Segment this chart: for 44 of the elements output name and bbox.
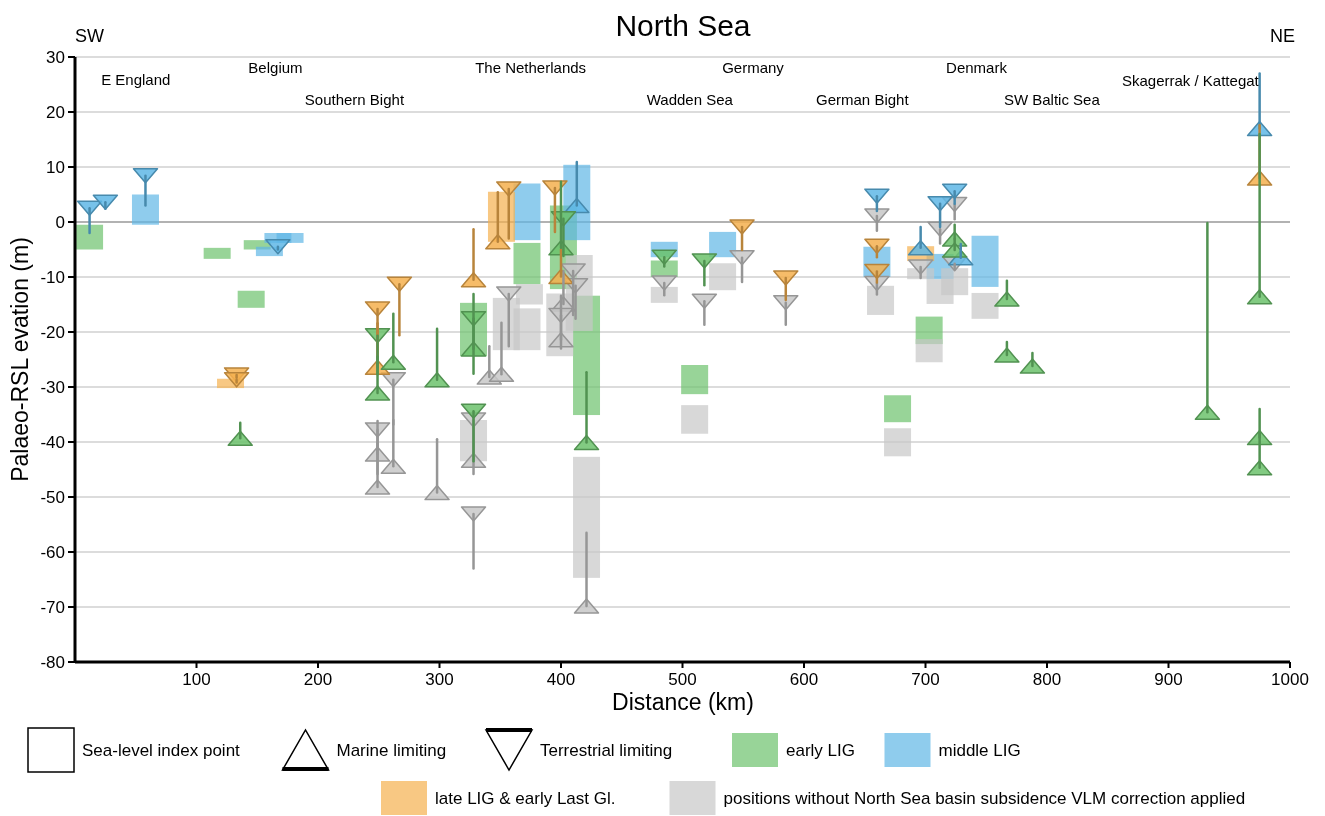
text: SW <box>75 26 105 46</box>
y-tick-label: 20 <box>46 102 65 122</box>
y-tick-label: 10 <box>46 157 65 177</box>
x-tick-label: 900 <box>1154 670 1183 689</box>
chart-title: North Sea <box>615 9 751 42</box>
x-axis-title: Distance (km) <box>612 689 754 715</box>
y-axis-title: Palaeo-RSL evation (m) <box>7 237 33 482</box>
legend-label: early LIG <box>786 740 855 760</box>
x-tick-label: 1000 <box>1271 670 1309 689</box>
legend-label: middle LIG <box>938 740 1021 760</box>
y-tick-label: -30 <box>40 377 65 397</box>
y-tick-label: -20 <box>40 322 65 342</box>
y-tick-label: -70 <box>40 597 65 617</box>
annotation: German Bight <box>816 91 910 109</box>
y-tick-label: 30 <box>46 47 65 67</box>
y-tick-label: -10 <box>40 267 65 287</box>
x-tick-label: 400 <box>546 670 576 689</box>
x-tick-label: 500 <box>668 670 697 689</box>
text: NE <box>1269 26 1295 46</box>
legend-label: positions without North Sea basin subsidence VLM correction applied <box>723 788 1246 808</box>
annotation: The Netherlands <box>475 59 587 77</box>
y-tick-label: -50 <box>40 487 65 507</box>
annotation: SW Baltic Sea <box>1003 91 1101 109</box>
annotation: Southern Bight <box>304 91 405 109</box>
x-tick-label: 600 <box>789 670 819 689</box>
text: Sea-level index point <box>82 740 241 760</box>
annotation: Germany <box>722 59 785 77</box>
annotation: Skagerrak / Kattegat <box>1121 72 1260 90</box>
text: Terrestrial limiting <box>540 740 673 760</box>
annotation: Belgium <box>248 59 303 77</box>
x-tick-label: 700 <box>911 670 940 689</box>
y-tick-label: -40 <box>40 432 65 452</box>
y-tick-label: 0 <box>55 212 65 232</box>
x-tick-label: 200 <box>303 670 333 689</box>
text: Marine limiting <box>336 740 447 760</box>
annotation: Wadden Sea <box>646 91 734 109</box>
x-tick-label: 300 <box>425 670 454 689</box>
annotation: E England <box>101 71 171 89</box>
annotation: Denmark <box>946 59 1008 77</box>
legend-label: late LIG & early Last Gl. <box>435 788 616 808</box>
x-tick-label: 800 <box>1032 670 1062 689</box>
y-tick-label: -60 <box>40 542 65 562</box>
x-tick-label: 100 <box>182 670 211 689</box>
y-tick-label: -80 <box>40 652 65 672</box>
